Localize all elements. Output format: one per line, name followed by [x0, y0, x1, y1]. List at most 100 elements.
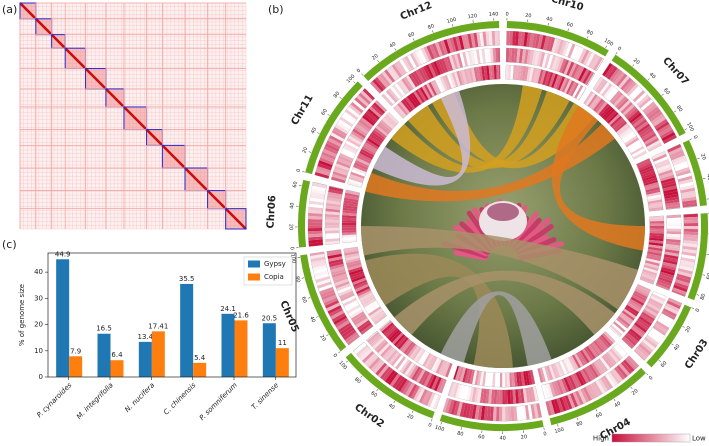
density-cell [435, 60, 444, 75]
density-cell [607, 88, 619, 102]
bar [97, 333, 111, 377]
density-cell [348, 268, 364, 276]
density-cell [647, 108, 661, 120]
legend-label: Gypsy [264, 260, 286, 268]
density-cell [615, 343, 628, 356]
density-cell [518, 371, 523, 387]
density-cell [339, 153, 354, 162]
tick-label: 40 [545, 16, 553, 23]
density-cell [437, 77, 446, 92]
chromosome-label: Chr07 [660, 55, 690, 87]
y-tick-label: 20 [34, 321, 43, 329]
density-cell [548, 400, 555, 415]
density-cell [349, 133, 364, 143]
density-cell [604, 64, 616, 78]
density-cell [509, 389, 514, 404]
density-cell [599, 81, 610, 95]
density-cell [383, 116, 396, 128]
density-cell [317, 163, 332, 171]
density-cell [641, 273, 656, 281]
density-cell [668, 146, 683, 156]
flower-head-top [487, 203, 519, 221]
value-label: 24.1 [220, 305, 236, 313]
bar [234, 320, 248, 377]
tick-mark [360, 375, 363, 378]
density-cell [338, 322, 352, 333]
bar [180, 283, 194, 377]
density-cell [540, 35, 547, 50]
tick-mark [671, 343, 674, 346]
density-cell [334, 278, 349, 286]
density-cell [643, 179, 658, 186]
x-tick-label: N. nucifera [123, 381, 156, 414]
density-cell [593, 340, 604, 354]
density-cell [622, 79, 635, 93]
density-cell [469, 369, 475, 385]
density-cell [386, 67, 398, 81]
tick-label: 60 [292, 181, 299, 188]
tick-label: 100 [554, 427, 565, 435]
density-cell [645, 258, 661, 264]
density-cell [510, 65, 514, 80]
density-cell [682, 243, 698, 248]
chromosome-arc [646, 304, 692, 368]
flower-bract [453, 250, 488, 261]
density-cell [657, 279, 672, 287]
density-cell [450, 400, 458, 415]
axes-frame [47, 252, 297, 378]
density-cell [308, 239, 323, 244]
density-cell [435, 78, 444, 93]
density-cell [377, 123, 390, 135]
density-cell [549, 382, 556, 397]
density-cell [454, 71, 461, 86]
density-cell [530, 387, 536, 402]
chromosome-arc [439, 414, 544, 432]
density-cell [513, 372, 518, 387]
density-cell [513, 406, 518, 421]
density-cell [657, 124, 671, 134]
tick-mark [696, 294, 700, 296]
density-cell [624, 306, 638, 317]
density-cell [683, 219, 698, 224]
density-cell [630, 296, 645, 306]
density-cell [487, 48, 491, 63]
density-cell [606, 112, 619, 124]
density-cell [546, 365, 554, 380]
density-cell [563, 358, 572, 373]
density-cell [334, 317, 349, 328]
density-cell [358, 153, 372, 162]
tick-mark [393, 400, 396, 404]
density-cell [563, 377, 572, 392]
density-cell [495, 48, 499, 63]
density-cell [644, 104, 658, 116]
density-cell [546, 54, 554, 69]
density-cell [549, 55, 556, 70]
density-cell [592, 381, 603, 396]
density-cell [660, 129, 674, 139]
density-cell [433, 61, 442, 76]
density-cell [632, 116, 646, 128]
density-cell [426, 83, 435, 97]
density-cell [607, 66, 618, 80]
density-cell [449, 37, 457, 52]
density-cell [372, 79, 384, 92]
density-cell [679, 181, 694, 188]
tick-mark [684, 128, 687, 131]
density-cell [310, 251, 325, 256]
density-cell [428, 82, 437, 96]
density-cell [362, 351, 375, 363]
density-cell [598, 336, 610, 349]
tick-mark [576, 417, 579, 421]
synteny-link [391, 85, 543, 173]
density-cell [598, 103, 610, 116]
density-cell [636, 158, 651, 167]
density-cell [416, 388, 425, 402]
density-cell [479, 388, 485, 403]
density-cell [595, 360, 606, 374]
density-cell [333, 168, 348, 176]
density-cell [348, 104, 362, 116]
density-cell [385, 114, 398, 126]
density-cell [667, 297, 682, 307]
density-cell [651, 113, 665, 125]
density-cell [620, 312, 634, 323]
